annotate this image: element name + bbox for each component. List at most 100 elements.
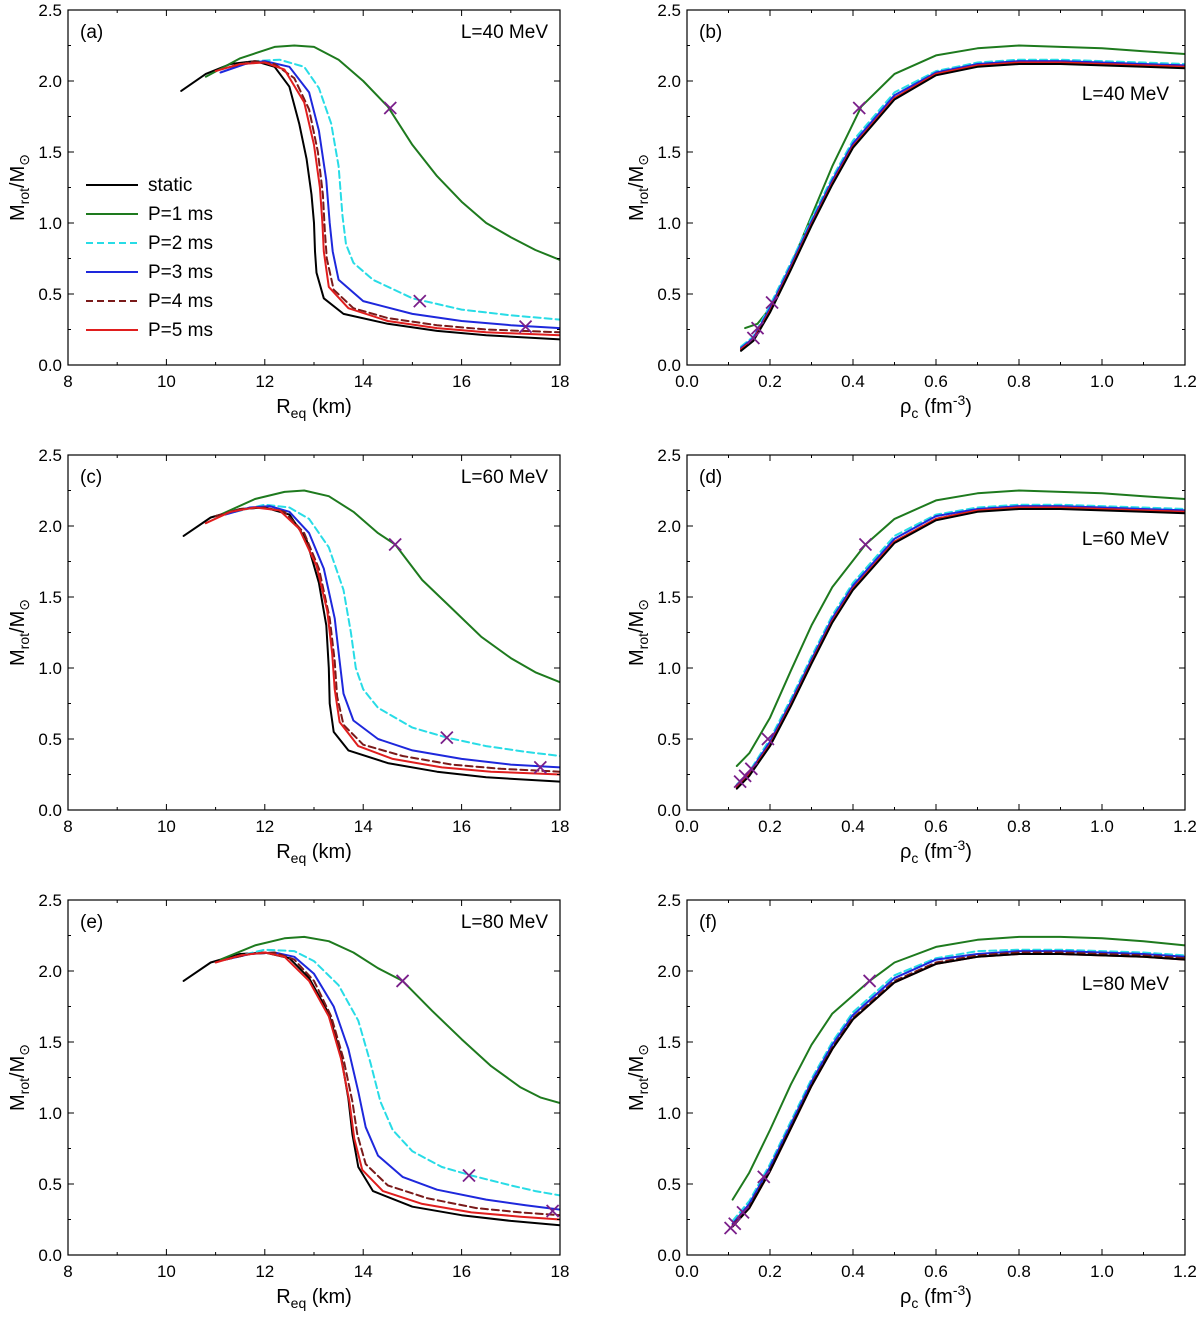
x-tick-label: 14 — [354, 372, 373, 391]
x-tick-label: 8 — [63, 817, 72, 836]
series-line-p-3-ms — [735, 505, 1185, 787]
marker-x-0 — [383, 101, 397, 115]
chart-panel-4: 8 10 12 14 16 18 0.0 0.5 1.0 1.5 2.0 2.5 (e) L=80 MeV… — [7, 891, 569, 1311]
series-line-p-2-ms — [740, 58, 1185, 348]
series-line-p-5-ms — [214, 61, 560, 337]
legend-label: P=3 ms — [148, 262, 213, 283]
y-tick-label: 0.0 — [657, 1246, 681, 1265]
series-line-p-5-ms — [204, 506, 560, 776]
marker-x-1 — [462, 1168, 476, 1183]
label-part: (fm — [918, 396, 952, 418]
label-part: /M — [626, 166, 648, 188]
y-tick-label: 0.0 — [38, 1246, 62, 1265]
x-tick-label: 0.8 — [1007, 372, 1031, 391]
marker-x-1 — [761, 732, 775, 746]
series-line-p-2-ms — [731, 948, 1185, 1222]
label-part: ρ — [900, 841, 911, 863]
series-line-p-1-ms — [731, 935, 1185, 1201]
label-part: (km) — [306, 841, 352, 863]
x-axis-label: ρc (fm-3) — [900, 392, 972, 421]
x-tick-label: 10 — [157, 372, 176, 391]
series-line-p-1-ms — [219, 489, 560, 684]
series-line-p-4-ms — [214, 506, 560, 773]
x-tick-label: 1.2 — [1173, 1262, 1197, 1281]
chart-panel-2: 8 10 12 14 16 18 0.0 0.5 1.0 1.5 2.0 2.5 (c) L=60 MeV… — [7, 446, 569, 866]
chart-panel-3: 0.0 0.2 0.4 0.6 0.8 1.0 1.2 0.0 0.5 1.0 1.5 2.0 2.5 (… — [626, 446, 1197, 866]
marker-x-4 — [733, 774, 747, 789]
x-tick-label: 1.2 — [1173, 372, 1197, 391]
plot-frame — [67, 454, 561, 811]
label-part: -3 — [953, 837, 966, 853]
y-tick-label: 1.5 — [657, 1033, 681, 1052]
x-tick-label: 1.2 — [1173, 817, 1197, 836]
y-tick-label: 2.0 — [657, 72, 681, 91]
y-tick-label: 0.5 — [657, 285, 681, 304]
x-tick-label: 0.2 — [758, 817, 782, 836]
y-axis-label: Mrot/M⊙ — [626, 599, 651, 666]
series-line-p-3-ms — [219, 60, 560, 330]
y-tick-label: 1.5 — [657, 143, 681, 162]
plot-frame — [67, 899, 561, 1256]
legend-label: P=2 ms — [148, 233, 213, 254]
label-part: ⊙ — [16, 1044, 32, 1056]
panel-label: (c) — [80, 467, 102, 488]
marker-x-1 — [413, 294, 427, 308]
label-part: /M — [7, 1056, 29, 1078]
x-axis-label: Req (km) — [276, 396, 352, 421]
series-line-p-5-ms — [214, 951, 560, 1221]
x-tick-label: 16 — [452, 1262, 471, 1281]
y-tick-label: 1.5 — [38, 143, 62, 162]
label-part: ) — [965, 1286, 972, 1308]
x-tick-label: 12 — [255, 1262, 274, 1281]
label-part: rot — [635, 1078, 651, 1094]
y-tick-label: 2.0 — [38, 517, 62, 536]
label-part: /M — [7, 611, 29, 633]
series-line-static — [740, 63, 1185, 352]
series-line-p-3-ms — [224, 505, 560, 769]
marker-x-2 — [750, 321, 765, 335]
legend-label: static — [148, 175, 192, 196]
series-line-p-3-ms — [224, 951, 560, 1211]
x-tick-label: 10 — [157, 817, 176, 836]
chart-panel-0: 8 10 12 14 16 18 0.0 0.5 1.0 1.5 2.0 2.5 (a) L=40 MeV… — [7, 1, 569, 421]
label-part: ρ — [900, 1286, 911, 1308]
y-tick-label: 0.5 — [38, 730, 62, 749]
y-tick-label: 0.5 — [38, 285, 62, 304]
x-tick-label: 0.6 — [924, 817, 948, 836]
label-part: rot — [16, 633, 32, 649]
y-tick-label: 2.0 — [38, 72, 62, 91]
label-part: (km) — [306, 1286, 352, 1308]
label-part: ρ — [900, 396, 911, 418]
marker-x-0 — [388, 537, 402, 552]
label-part: ⊙ — [16, 154, 32, 166]
legend-label: P=5 ms — [148, 320, 213, 341]
label-part: /M — [626, 1056, 648, 1078]
legend-label: P=1 ms — [148, 204, 213, 225]
series-line-p-5-ms — [740, 61, 1185, 351]
label-part: (km) — [306, 396, 352, 418]
label-part: R — [276, 841, 290, 863]
x-tick-label: 0.2 — [758, 1262, 782, 1281]
x-tick-label: 14 — [354, 1262, 373, 1281]
label-part: R — [276, 396, 290, 418]
y-axis-label: Mrot/M⊙ — [7, 154, 32, 221]
marker-x-1 — [757, 1170, 771, 1184]
marker-x-0 — [395, 974, 410, 988]
x-tick-label: 0.4 — [841, 817, 865, 836]
label-part: rot — [16, 1078, 32, 1094]
x-tick-label: 0.4 — [841, 1262, 865, 1281]
y-tick-label: 0.5 — [657, 1175, 681, 1194]
y-axis-label: Mrot/M⊙ — [7, 599, 32, 666]
marker-x-0 — [852, 101, 866, 115]
label-part: ) — [965, 841, 972, 863]
x-tick-label: 12 — [255, 817, 274, 836]
marker-x-1 — [765, 295, 779, 310]
series-line-p-2-ms — [234, 503, 560, 757]
x-tick-label: 0.0 — [675, 372, 699, 391]
annotation-label: L=40 MeV — [461, 22, 548, 43]
marker-x-0 — [862, 974, 877, 988]
label-part: ⊙ — [635, 1044, 651, 1056]
chart-panel-5: 0.0 0.2 0.4 0.6 0.8 1.0 1.2 0.0 0.5 1.0 1.5 2.0 2.5 (… — [626, 891, 1197, 1311]
chart-panel-1: 0.0 0.2 0.4 0.6 0.8 1.0 1.2 0.0 0.5 1.0 1.5 2.0 2.5 (… — [626, 1, 1197, 421]
y-axis-label: Mrot/M⊙ — [7, 1044, 32, 1111]
